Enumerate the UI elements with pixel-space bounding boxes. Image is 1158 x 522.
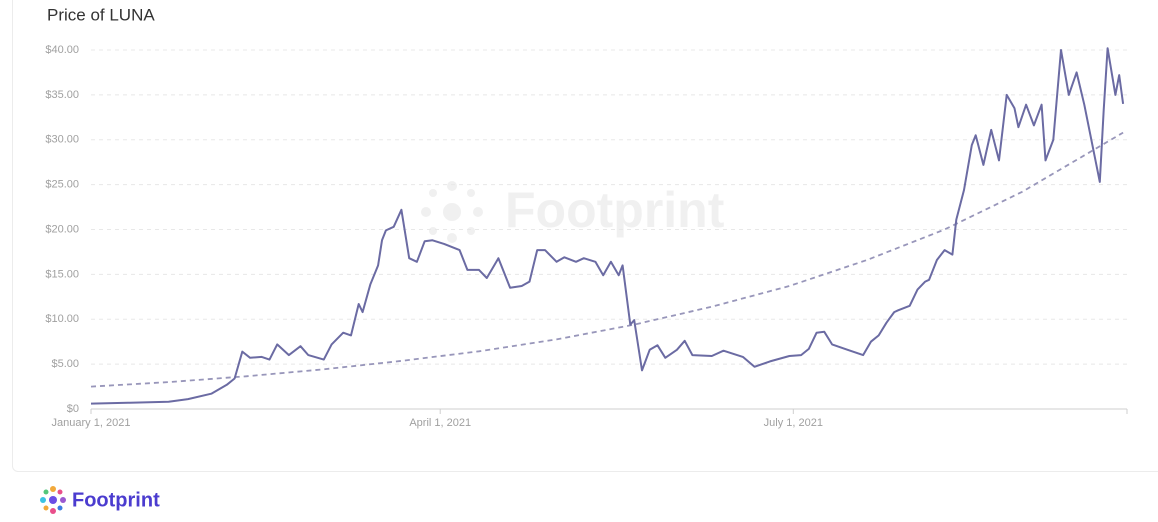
y-tick-label: $25.00 <box>45 179 79 191</box>
y-tick-label: $20.00 <box>45 223 79 235</box>
logo-icon <box>40 486 66 514</box>
y-tick-label: $0 <box>67 403 79 415</box>
chart-card <box>12 0 1158 472</box>
series-line <box>90 131 1124 388</box>
y-tick-label: $5.00 <box>51 358 79 370</box>
brand-name: Footprint <box>72 489 160 511</box>
y-tick-label: $10.00 <box>45 313 79 325</box>
y-tick-label: $30.00 <box>45 134 79 146</box>
watermark-icon <box>421 181 483 243</box>
series-line <box>90 47 1125 405</box>
x-tick-label: July 1, 2021 <box>764 417 823 429</box>
footer-logo: Footprint <box>40 486 160 514</box>
y-tick-label: $35.00 <box>45 89 79 101</box>
x-tick-label: January 1, 2021 <box>52 417 131 429</box>
chart-title: Price of LUNA <box>47 5 155 24</box>
watermark: Footprint <box>421 181 725 243</box>
y-tick-label: $40.00 <box>45 44 79 56</box>
x-tick-label: April 1, 2021 <box>409 417 471 429</box>
watermark-text: Footprint <box>505 182 725 238</box>
y-tick-label: $15.00 <box>45 268 79 280</box>
